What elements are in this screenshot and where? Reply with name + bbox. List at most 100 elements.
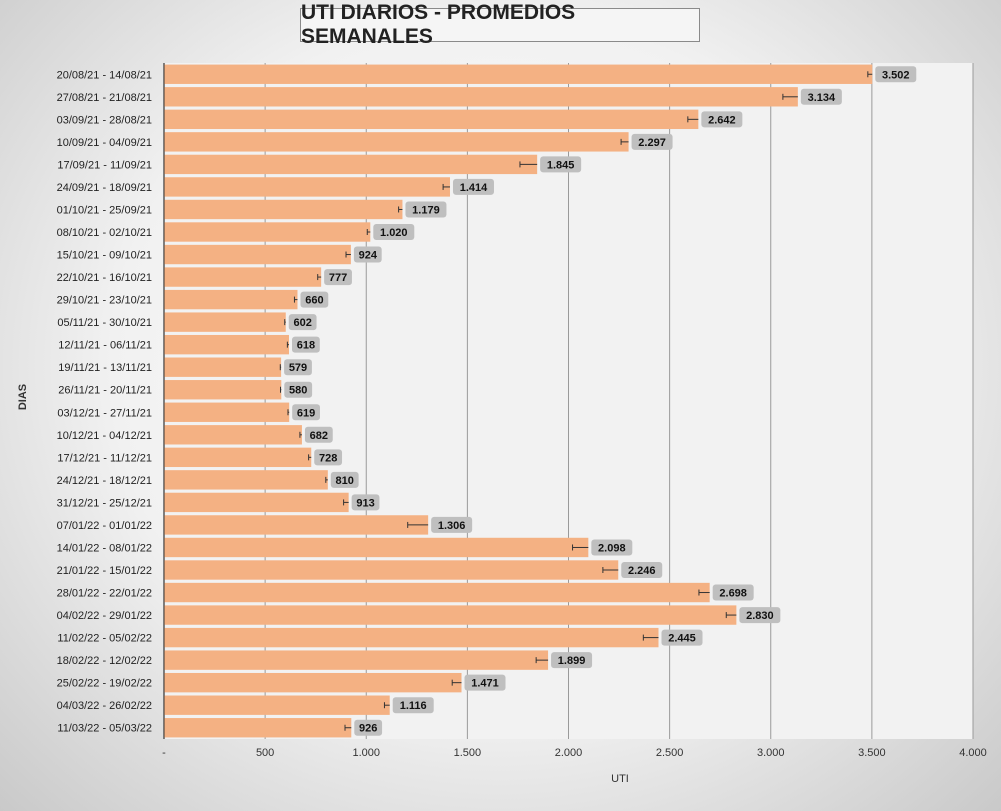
- data-label-box: [314, 449, 343, 466]
- data-label-box: [431, 516, 473, 533]
- error-bar: [284, 319, 286, 326]
- x-tick-label: 1.000: [352, 747, 380, 759]
- category-label: 03/09/21 - 28/08/21: [57, 114, 152, 126]
- category-label: 14/01/22 - 08/01/22: [57, 542, 152, 554]
- bar: [164, 132, 629, 152]
- category-label: 24/09/21 - 18/09/21: [57, 182, 152, 194]
- data-label-box: [324, 269, 352, 286]
- category-label: 26/11/21 - 20/11/21: [58, 385, 152, 397]
- data-label: 660: [305, 295, 323, 307]
- data-label-box: [330, 471, 359, 488]
- category-axis-labels: 20/08/21 - 14/08/21 27/08/21 - 21/08/21 03…: [57, 69, 152, 734]
- data-label: 777: [329, 272, 347, 284]
- data-label: 810: [336, 475, 354, 487]
- error-bar: [451, 679, 462, 686]
- data-label-box: [292, 404, 320, 421]
- bar: [164, 718, 352, 738]
- category-label: 22/10/21 - 16/10/21: [57, 272, 152, 284]
- data-label: 1.020: [380, 227, 408, 239]
- data-label-box: [452, 178, 494, 195]
- bar: [164, 695, 390, 715]
- data-label-box: [405, 201, 447, 218]
- category-label: 03/12/21 - 27/11/21: [57, 407, 152, 419]
- data-label-box: [540, 156, 582, 173]
- data-label: 580: [289, 385, 307, 397]
- error-bar: [725, 612, 737, 619]
- bar-series: [164, 64, 873, 738]
- data-label-box: [392, 697, 434, 714]
- error-bar: [343, 499, 349, 506]
- x-tick-label: 2.500: [656, 747, 684, 759]
- data-label-box: [800, 88, 842, 105]
- category-label: 11/03/22 - 05/03/22: [57, 723, 152, 735]
- bar: [164, 425, 302, 445]
- data-label-box: [373, 224, 415, 240]
- error-bar: [299, 431, 302, 438]
- error-bar: [308, 454, 312, 461]
- data-label: 728: [319, 452, 337, 464]
- x-tick-label: -: [162, 747, 166, 759]
- bar: [164, 222, 371, 242]
- category-label: 25/02/22 - 19/02/22: [57, 678, 152, 690]
- data-label: 2.830: [746, 610, 774, 622]
- data-label-box: [621, 562, 663, 578]
- error-bar: [287, 409, 290, 416]
- error-bar: [286, 341, 289, 348]
- data-label: 2.642: [708, 114, 736, 126]
- x-tick-label: 3.500: [858, 747, 886, 759]
- x-tick-label: 1.500: [454, 747, 482, 759]
- bar: [164, 650, 549, 670]
- data-label-box: [551, 652, 593, 669]
- data-labels: 3.502 3.134 2.642 2.297 1.845 1.414 1.179 1.020…: [284, 66, 917, 736]
- category-label: 17/09/21 - 11/09/21: [57, 159, 152, 171]
- x-tick-label: 2.000: [555, 747, 583, 759]
- category-label: 18/02/22 - 12/02/22: [57, 655, 152, 667]
- data-label: 1.116: [400, 700, 427, 712]
- category-label: 17/12/21 - 11/12/21: [57, 452, 152, 464]
- error-bar: [407, 521, 429, 528]
- y-axis-title: DIAS: [17, 383, 29, 411]
- category-label: 12/11/21 - 06/11/21: [58, 340, 152, 352]
- error-bar: [366, 229, 371, 235]
- data-label: 1.414: [460, 182, 488, 194]
- bar: [164, 87, 798, 107]
- error-bar: [317, 274, 322, 281]
- data-label-box: [739, 607, 781, 624]
- category-label: 01/10/21 - 25/09/21: [57, 204, 152, 216]
- data-label: 2.297: [638, 137, 666, 149]
- error-bar: [383, 702, 390, 709]
- x-axis-title: UTI: [611, 773, 629, 785]
- category-label: 28/01/22 - 22/01/22: [57, 588, 152, 600]
- data-label: 579: [289, 362, 307, 374]
- bar: [164, 627, 659, 648]
- category-label: 10/12/21 - 04/12/21: [57, 430, 152, 442]
- value-axis-ticks: - 500 1.000 1.500 2.000 2.500 3.000 3.500 4.000: [162, 747, 987, 759]
- error-bar: [519, 161, 538, 168]
- category-label: 04/02/22 - 29/01/22: [57, 610, 152, 622]
- data-label: 1.306: [438, 520, 466, 532]
- bar: [164, 357, 282, 377]
- bar: [164, 515, 429, 535]
- data-label: 3.134: [808, 92, 836, 104]
- category-label: 07/01/22 - 01/01/22: [57, 520, 152, 532]
- category-label: 04/03/22 - 26/02/22: [57, 700, 152, 712]
- data-label: 1.845: [547, 159, 575, 171]
- data-label: 602: [293, 317, 311, 329]
- data-label: 618: [297, 340, 315, 352]
- category-label: 31/12/21 - 25/12/21: [57, 497, 152, 509]
- bar: [164, 492, 349, 513]
- error-bar: [602, 567, 619, 573]
- data-label-box: [701, 111, 743, 128]
- bar: [164, 199, 403, 220]
- data-label: 2.445: [668, 633, 696, 645]
- error-bar: [687, 116, 699, 123]
- x-tick-label: 3.000: [757, 747, 785, 759]
- error-bar: [279, 364, 282, 371]
- error-bar: [279, 386, 282, 393]
- error-bar: [535, 657, 549, 664]
- data-label-box: [300, 291, 329, 308]
- category-label: 10/09/21 - 04/09/21: [57, 137, 152, 149]
- bar: [164, 470, 328, 490]
- error-bar: [867, 71, 873, 78]
